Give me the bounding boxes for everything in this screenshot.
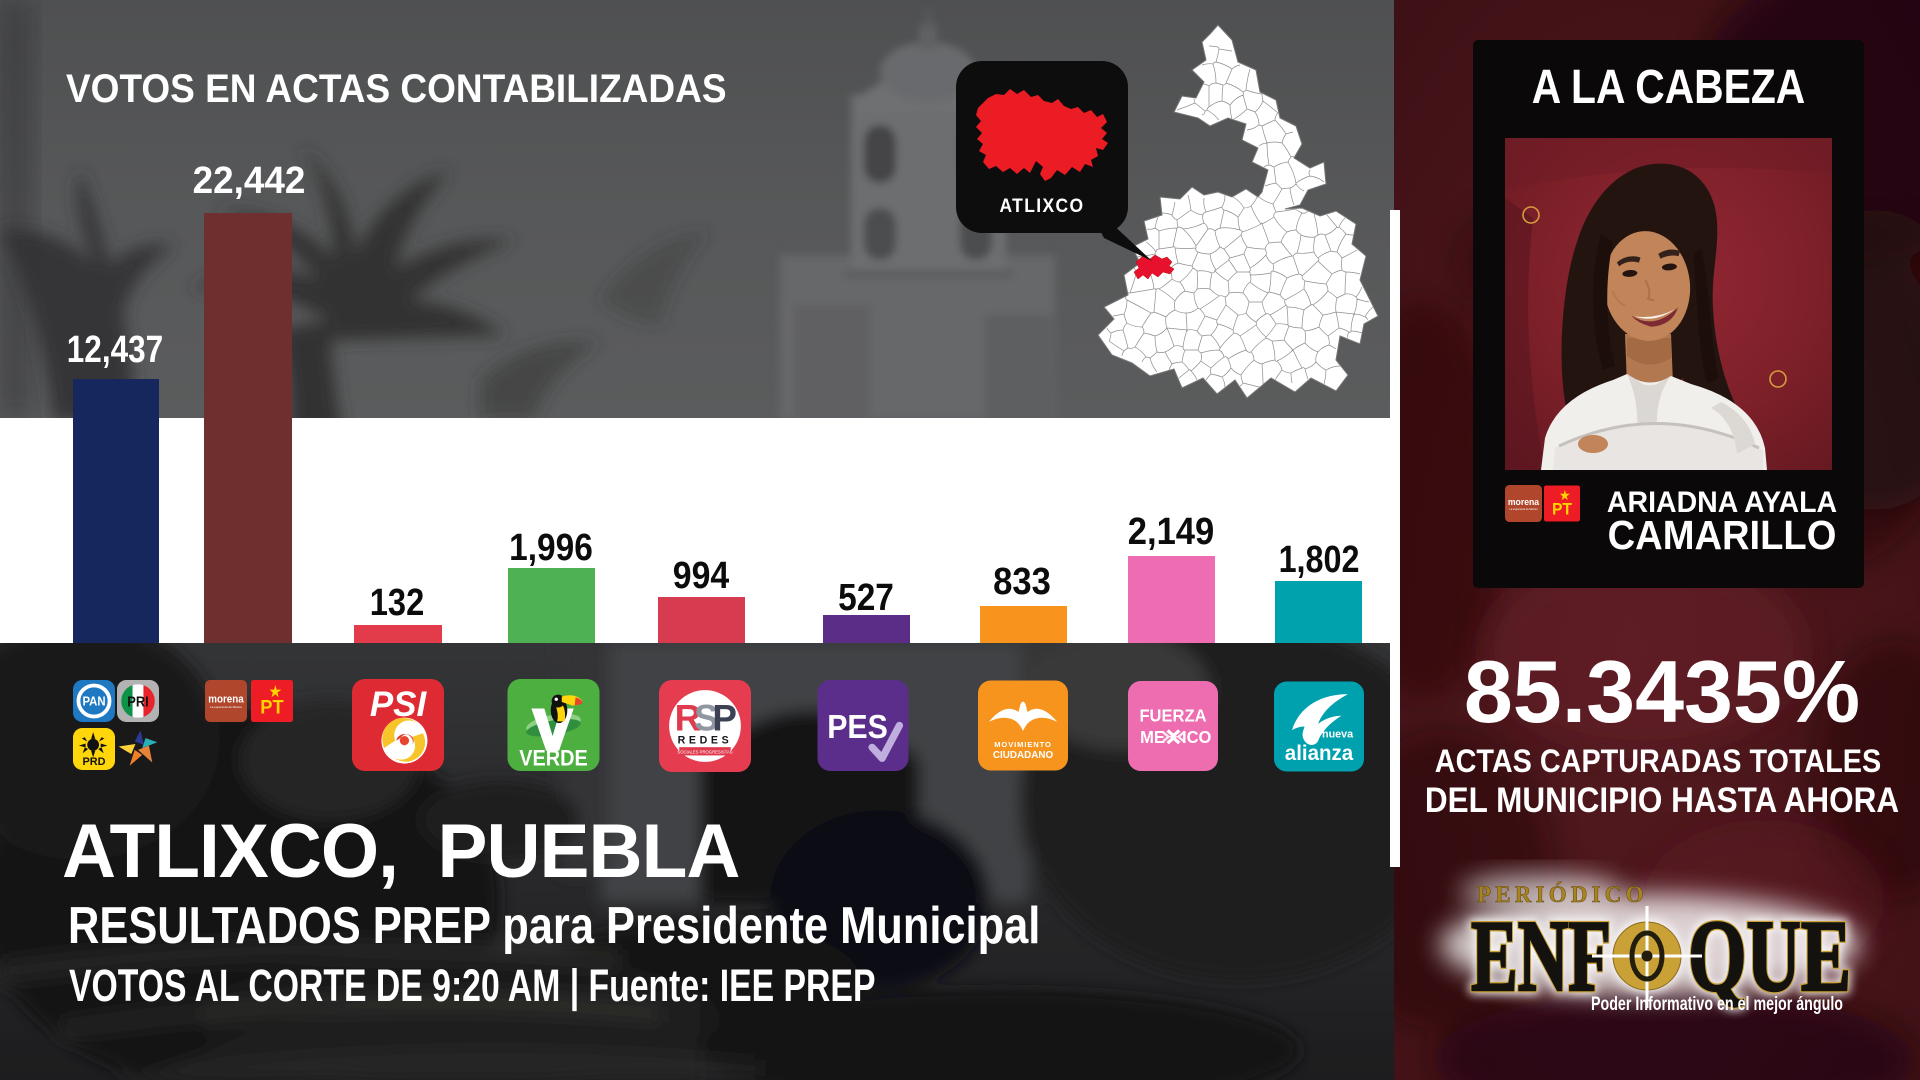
svg-text:PT: PT xyxy=(1552,500,1572,518)
svg-text:ENF: ENF xyxy=(1471,900,1611,1013)
svg-text:ENF: ENF xyxy=(1471,900,1611,1013)
svg-text:ENF: ENF xyxy=(1471,900,1611,1013)
svg-text:QUE: QUE xyxy=(1688,900,1851,1013)
svg-text:La esperanza de México: La esperanza de México xyxy=(210,705,242,709)
svg-text:CIUDADANO: CIUDADANO xyxy=(993,750,1054,761)
svg-text:MOVIMIENTO: MOVIMIENTO xyxy=(994,740,1052,749)
svg-text:PRD: PRD xyxy=(82,756,105,768)
svg-text:alianza: alianza xyxy=(1285,741,1354,765)
svg-text:nueva: nueva xyxy=(1322,728,1354,740)
svg-text:PES: PES xyxy=(827,708,888,746)
svg-text:PERIÓDICO: PERIÓDICO xyxy=(1477,881,1648,907)
svg-text:P: P xyxy=(712,698,737,739)
svg-text:FUERZA: FUERZA xyxy=(1139,705,1207,726)
svg-text:morena: morena xyxy=(208,694,244,706)
svg-text:REDES: REDES xyxy=(678,734,733,746)
svg-text:PSI: PSI xyxy=(370,685,428,724)
svg-text:PRI: PRI xyxy=(127,692,148,709)
svg-text:ATLIXCO: ATLIXCO xyxy=(999,194,1084,216)
svg-text:ICO: ICO xyxy=(1182,726,1211,747)
svg-text:Poder Informativo en el mejor: Poder Informativo en el mejor ángulo xyxy=(1591,994,1843,1015)
svg-text:QUE: QUE xyxy=(1688,900,1851,1013)
svg-text:La esperanza de México: La esperanza de México xyxy=(1509,507,1538,511)
svg-text:S: S xyxy=(694,698,719,739)
svg-text:R: R xyxy=(675,698,702,739)
svg-text:morena: morena xyxy=(1508,497,1540,508)
svg-text:VERDE: VERDE xyxy=(519,747,587,771)
svg-text:PAN: PAN xyxy=(82,694,105,709)
svg-text:SOCIALES PROGRESISTAS: SOCIALES PROGRESISTAS xyxy=(677,750,732,755)
svg-text:ME: ME xyxy=(1140,726,1165,747)
svg-text:PT: PT xyxy=(260,696,284,718)
svg-text:QUE: QUE xyxy=(1688,900,1851,1013)
